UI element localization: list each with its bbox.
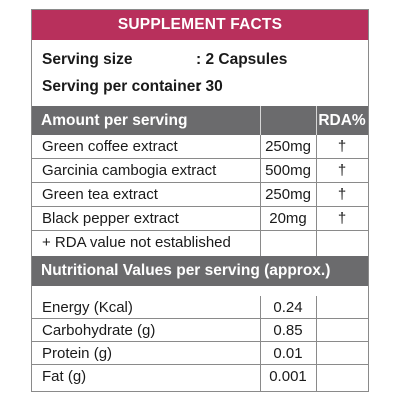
ingredient-amount: 250mg [265, 138, 311, 155]
nutrition-row: Energy (Kcal) 0.24 [32, 296, 368, 319]
nutrition-row: Carbohydrate (g) 0.85 [32, 319, 368, 342]
ingredient-rda: † [337, 186, 347, 203]
nutrient-value: 0.85 [273, 322, 303, 339]
nutrient-name: Fat (g) [42, 368, 87, 385]
ingredient-row: Black pepper extract 20mg † [32, 207, 368, 231]
ingredient-name: Garcinia cambogia extract [42, 162, 217, 179]
ingredient-amount: 20mg [269, 210, 307, 227]
ingredient-amount: 500mg [265, 162, 311, 179]
ingredient-row: Garcinia cambogia extract 500mg † [32, 159, 368, 183]
nutrient-value: 0.24 [273, 299, 303, 316]
amount-per-serving-header: Amount per serving RDA% [32, 106, 368, 135]
nutrition-value-divider-left [260, 296, 261, 392]
nutrient-value: 0.001 [269, 368, 307, 385]
serving-per-container-label: Serving per container [42, 78, 202, 95]
supplement-facts-title: SUPPLEMENT FACTS [32, 10, 368, 40]
nutrient-name: Carbohydrate (g) [42, 322, 156, 339]
ingredient-row: Green coffee extract 250mg † [32, 135, 368, 159]
rda-column-label: RDA% [318, 112, 366, 129]
ingredient-amount: 250mg [265, 186, 311, 203]
nutrient-value: 0.01 [273, 345, 303, 362]
serving-size-label: Serving size [42, 51, 133, 68]
rda-note: + RDA value not established [42, 234, 231, 251]
ingredient-rda: † [337, 138, 347, 155]
ingredient-name: Green tea extract [42, 186, 158, 203]
ingredient-rda: † [337, 162, 347, 179]
rda-note-row: + RDA value not established [32, 231, 368, 256]
ingredient-row: Green tea extract 250mg † [32, 183, 368, 207]
nutrient-name: Energy (Kcal) [42, 299, 133, 316]
nutrition-row: Fat (g) 0.001 [32, 365, 368, 388]
ingredient-name: Black pepper extract [42, 210, 179, 227]
serving-size-line: Serving size : 2 Capsules [42, 51, 287, 69]
serving-per-container-value: : 30 [196, 78, 223, 95]
header-column-divider [260, 106, 261, 135]
serving-size-value: : 2 Capsules [196, 51, 288, 68]
serving-per-container-line: Serving per container: 30 [42, 78, 223, 96]
ingredient-rda: † [337, 210, 347, 227]
nutritional-values-header: Nutritional Values per serving (approx.) [32, 256, 368, 286]
nutritional-values-label: Nutritional Values per serving (approx.) [41, 262, 331, 279]
ingredient-name: Green coffee extract [42, 138, 178, 155]
header-column-divider [316, 106, 317, 135]
nutrition-value-divider-right [316, 296, 317, 392]
supplement-facts-panel: SUPPLEMENT FACTS Serving size : 2 Capsule… [31, 9, 369, 392]
nutrition-row: Protein (g) 0.01 [32, 342, 368, 365]
amount-column-divider [260, 135, 261, 256]
rda-column-divider [316, 135, 317, 256]
nutrient-name: Protein (g) [42, 345, 113, 362]
amount-per-serving-label: Amount per serving [41, 112, 188, 129]
